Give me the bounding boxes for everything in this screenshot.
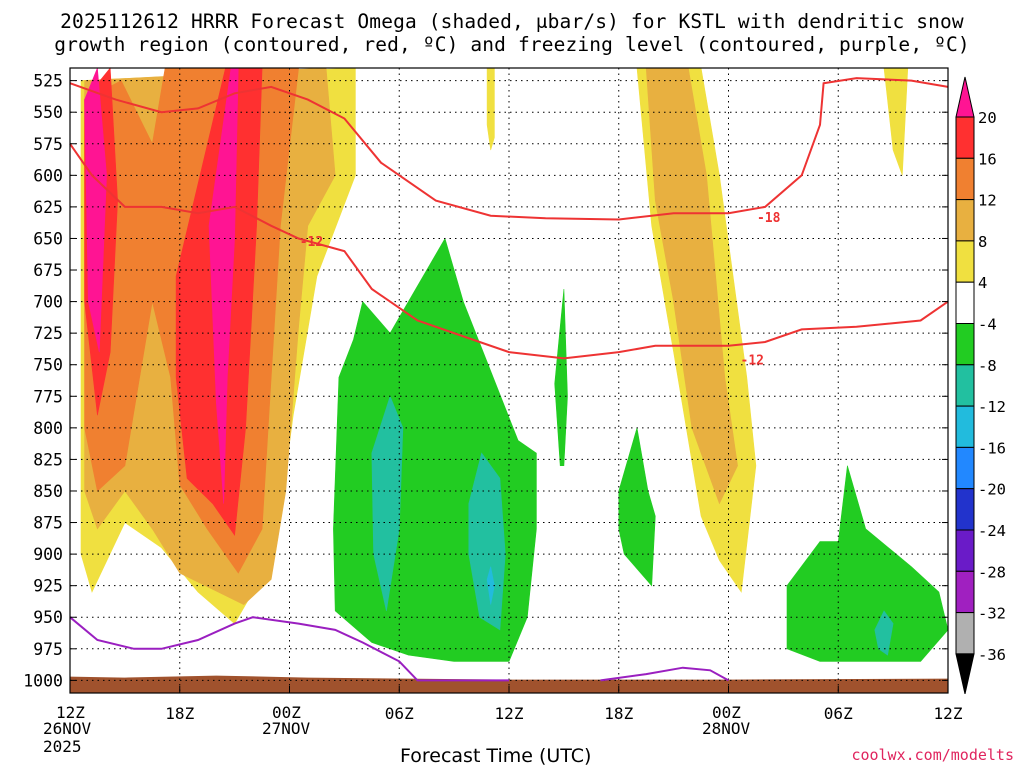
chart-title-line-1: 2025112612 HRRR Forecast Omega (shaded, … bbox=[60, 10, 964, 33]
x-tick-label-3: 06Z bbox=[385, 704, 414, 723]
x-tick-label-00z-28nov-hour: 00Z bbox=[712, 703, 741, 722]
colorbar-segment-2 bbox=[955, 157, 975, 201]
y-tick-label-775: 775 bbox=[33, 387, 63, 406]
x-tick-label-start-year: 2025 bbox=[43, 737, 82, 756]
dendritic-label-m18: -18 bbox=[757, 211, 781, 226]
y-tick-label-725: 725 bbox=[33, 324, 63, 343]
x-tick-label-start-date: 26NOV bbox=[43, 719, 92, 738]
colorbar-bottom-arrow bbox=[955, 653, 975, 695]
colorbar-segment-11 bbox=[955, 529, 975, 572]
colorbar-label-4: 4 bbox=[978, 274, 987, 292]
omega-negative-region--8-7 bbox=[874, 610, 894, 656]
contour-lines: -12 -12 -18 bbox=[69, 77, 949, 682]
y-tick-label-850: 850 bbox=[33, 482, 63, 501]
y-tick-label-625: 625 bbox=[33, 198, 63, 217]
chart-title-line-2: growth region (contoured, red, ºC) and f… bbox=[54, 33, 970, 56]
axes: 525 550 575 600 625 650 675 700 725 750 775 800 825 8… bbox=[23, 67, 963, 723]
colorbar-label-6: -8 bbox=[978, 357, 997, 375]
y-tick-label-525: 525 bbox=[33, 72, 63, 91]
colorbar-label-2: 12 bbox=[978, 192, 997, 210]
x-tick-label-00z-27nov-hour: 00Z bbox=[272, 703, 301, 722]
grid-lines bbox=[70, 68, 948, 693]
freezing-level-contour-1 bbox=[600, 666, 729, 682]
y-tick-label-575: 575 bbox=[33, 135, 63, 154]
colorbar-label-1: 16 bbox=[978, 150, 997, 168]
dendritic-label-m12-b: -12 bbox=[741, 354, 764, 369]
colorbar-label-11: -28 bbox=[978, 563, 1006, 581]
colorbar-top-arrow bbox=[955, 76, 975, 118]
colorbar-segment-10 bbox=[955, 488, 975, 531]
colorbar-segment-4 bbox=[955, 240, 975, 283]
omega-shading bbox=[70, 67, 949, 693]
colorbar-segment-5 bbox=[955, 281, 975, 325]
dendritic-label-m12-a: -12 bbox=[300, 235, 323, 250]
colorbar-label-8: -16 bbox=[978, 439, 1006, 457]
x-tick-label-start-hour: 12Z bbox=[56, 703, 85, 722]
y-tick-label-700: 700 bbox=[33, 293, 63, 312]
colorbar-segment-3 bbox=[955, 199, 975, 242]
colorbar-label-10: -24 bbox=[978, 522, 1006, 540]
x-tick-label-1: 18Z bbox=[165, 704, 194, 723]
freezing-level-contour-0 bbox=[69, 616, 509, 682]
colorbar-label-5: -4 bbox=[978, 316, 997, 334]
y-tick-label-975: 975 bbox=[33, 640, 63, 659]
y-tick-label-550: 550 bbox=[33, 103, 63, 122]
omega-positive-region-8-8 bbox=[645, 67, 738, 505]
x-axis-title: Forecast Time (UTC) bbox=[400, 745, 592, 767]
y-tick-label-1000: 1000 bbox=[23, 671, 63, 690]
colorbar-segment-12 bbox=[955, 570, 975, 614]
credit-link[interactable]: coolwx.com/modelts bbox=[851, 746, 1014, 764]
colorbar-segment-6 bbox=[955, 323, 975, 366]
colorbar-label-7: -12 bbox=[978, 398, 1006, 416]
omega-positive-region-20-5 bbox=[84, 67, 107, 353]
y-tick-label-650: 650 bbox=[33, 229, 63, 248]
colorbar-segment-7 bbox=[955, 364, 975, 407]
y-tick-label-675: 675 bbox=[33, 261, 63, 280]
omega-negative-region--4-5 bbox=[618, 427, 656, 587]
colorbar-label-13: -36 bbox=[978, 646, 1006, 664]
x-tick-label-27nov-date: 27NOV bbox=[262, 719, 311, 738]
x-tick-label-8: 12Z bbox=[934, 704, 963, 723]
y-tick-label-800: 800 bbox=[33, 419, 63, 438]
y-tick-label-750: 750 bbox=[33, 356, 63, 375]
dendritic-contour-m18-1 bbox=[69, 77, 949, 221]
x-tick-label-5: 18Z bbox=[604, 704, 633, 723]
colorbar-segment-8 bbox=[955, 405, 975, 448]
y-tick-label-600: 600 bbox=[33, 166, 63, 185]
omega-negative-region--4-4 bbox=[554, 288, 568, 467]
x-tick-label-4: 12Z bbox=[495, 704, 524, 723]
y-tick-label-925: 925 bbox=[33, 577, 63, 596]
colorbar-label-0: 20 bbox=[978, 109, 997, 127]
y-tick-label-900: 900 bbox=[33, 545, 63, 564]
colorbar: 20 16 12 8 4 -4 -8 -12 -16 -20 -24 -28 -32 -36 bbox=[955, 76, 1006, 695]
colorbar-label-12: -32 bbox=[978, 605, 1006, 623]
x-tick-label-28nov-date: 28NOV bbox=[702, 719, 751, 738]
x-tick-label-7: 06Z bbox=[824, 704, 853, 723]
colorbar-label-3: 8 bbox=[978, 233, 987, 251]
colorbar-segment-9 bbox=[955, 446, 975, 490]
y-tick-label-950: 950 bbox=[33, 608, 63, 627]
colorbar-label-9: -20 bbox=[978, 481, 1006, 499]
dendritic-contour-m12-0 bbox=[69, 143, 949, 360]
y-tick-label-875: 875 bbox=[33, 514, 63, 533]
colorbar-segment-13 bbox=[955, 612, 975, 655]
y-tick-label-825: 825 bbox=[33, 450, 63, 469]
colorbar-segment-1 bbox=[955, 116, 975, 159]
